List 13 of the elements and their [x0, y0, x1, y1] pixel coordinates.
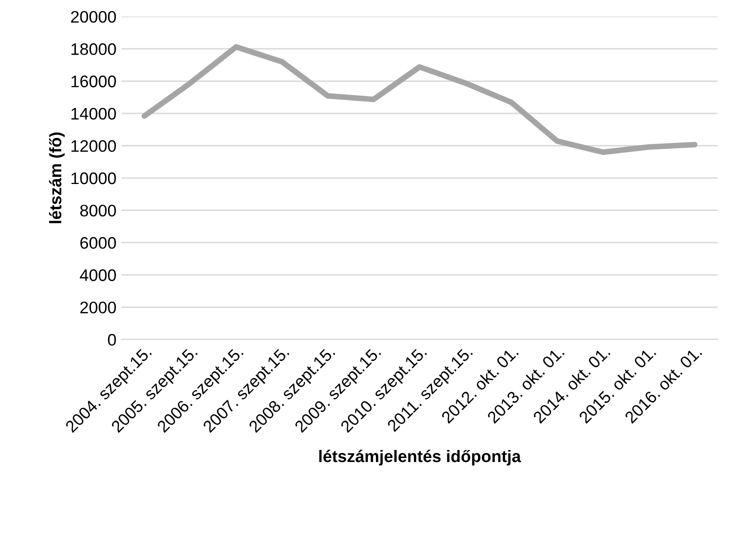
- y-tick-label: 12000: [72, 140, 116, 152]
- y-tick-label: 6000: [80, 237, 116, 249]
- y-tick-label: 0: [108, 334, 116, 346]
- y-tick-label: 16000: [72, 76, 116, 88]
- y-tick-label: 18000: [72, 43, 116, 56]
- y-tick-label: 20000: [71, 10, 116, 23]
- y-axis-title: létszám (fő): [49, 132, 65, 224]
- y-tick-label: 14000: [72, 108, 116, 120]
- x-axis-title: létszámjelentés időpontja: [319, 450, 522, 466]
- y-tick-label: 4000: [80, 269, 116, 282]
- y-tick-label: 10000: [72, 172, 116, 184]
- y-tick-label: 2000: [80, 302, 116, 314]
- y-tick-label: 8000: [80, 204, 116, 217]
